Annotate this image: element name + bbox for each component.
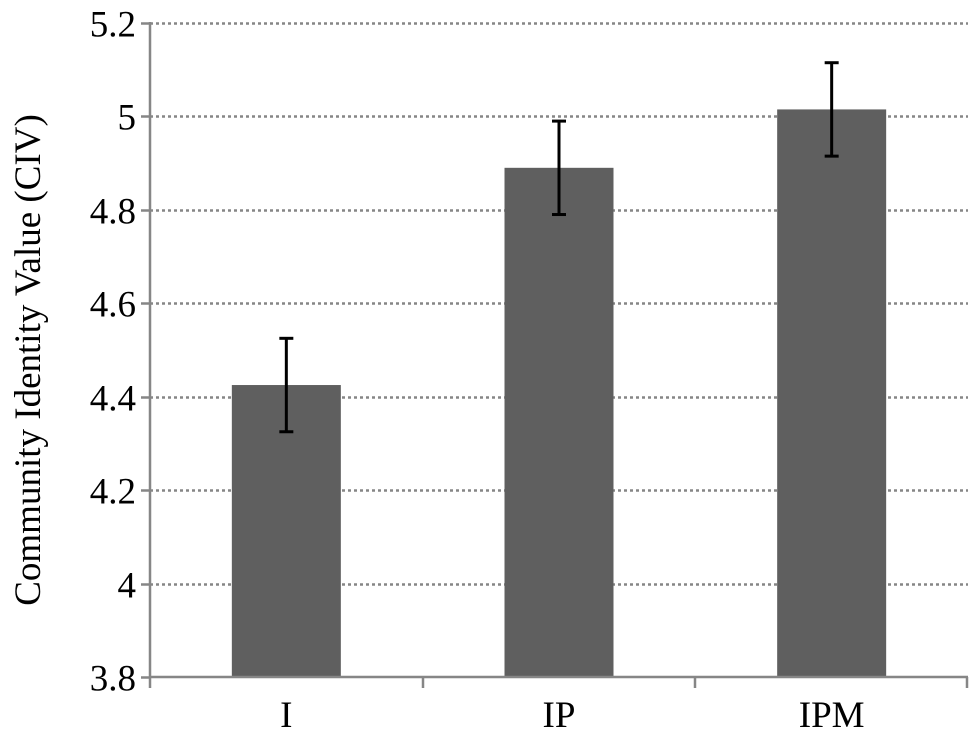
- error-bar-i: [279, 336, 294, 434]
- bars: [231, 109, 887, 678]
- y-tick-label: 4.6: [90, 285, 136, 326]
- bar-ip: [504, 167, 614, 678]
- axis-labels: 3.8 4 4.2 4.4 4.6 4.8 5 5.2 I IP IPM: [90, 5, 865, 737]
- axes: [141, 22, 969, 688]
- y-tick-label: 4.8: [90, 192, 136, 233]
- y-tick-label: 5.2: [90, 5, 136, 46]
- y-tick-label: 4.4: [90, 379, 136, 420]
- bar-ipm: [777, 109, 887, 677]
- x-tick-label: IP: [543, 695, 576, 736]
- y-tick-label: 3.8: [90, 659, 136, 700]
- error-bars: [279, 61, 839, 434]
- error-bar-ip: [552, 119, 566, 217]
- y-tick-label: 4.2: [90, 472, 136, 513]
- error-bar-ipm: [824, 61, 839, 158]
- bar-i: [231, 385, 341, 677]
- x-tick-label: IPM: [799, 695, 865, 736]
- y-tick-label: 4: [118, 566, 137, 607]
- x-tick-label: I: [280, 695, 292, 736]
- y-tick-label: 5: [118, 98, 137, 139]
- y-axis-title: Community Identity Value (CIV): [8, 114, 49, 606]
